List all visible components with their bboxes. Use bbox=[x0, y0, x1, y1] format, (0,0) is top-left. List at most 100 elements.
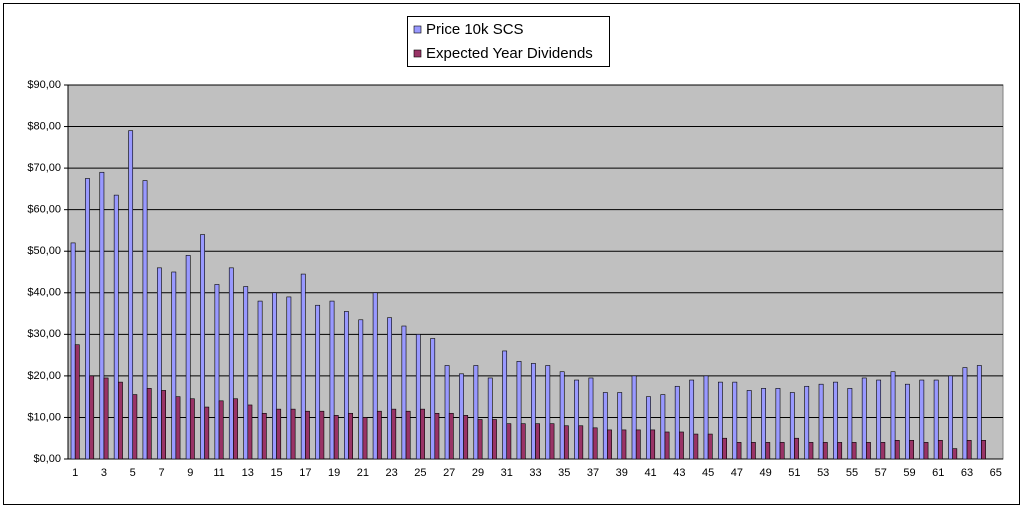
bar bbox=[214, 284, 220, 460]
bar bbox=[808, 442, 814, 460]
bar bbox=[750, 442, 756, 460]
bar bbox=[837, 442, 843, 460]
bar bbox=[775, 388, 781, 460]
x-tick-label: 53 bbox=[817, 467, 829, 479]
x-tick-label: 45 bbox=[702, 467, 714, 479]
bar bbox=[405, 410, 411, 460]
bar bbox=[621, 429, 627, 460]
bar bbox=[933, 379, 939, 460]
legend-box bbox=[407, 16, 610, 67]
x-tick-label: 57 bbox=[875, 467, 887, 479]
y-tick-label: $80,00 bbox=[27, 120, 61, 132]
bar bbox=[247, 404, 253, 460]
bar bbox=[257, 300, 263, 460]
bar bbox=[89, 375, 95, 460]
x-tick-label: 13 bbox=[242, 467, 254, 479]
bar bbox=[588, 377, 594, 460]
bar bbox=[171, 271, 177, 460]
bar bbox=[646, 396, 651, 460]
bar bbox=[70, 242, 76, 460]
bar bbox=[833, 381, 838, 460]
bar bbox=[372, 292, 378, 460]
bar bbox=[880, 442, 886, 460]
x-tick-label: 39 bbox=[616, 467, 628, 479]
bar bbox=[847, 388, 853, 460]
x-tick-label: 65 bbox=[990, 467, 1002, 479]
bar bbox=[185, 255, 191, 460]
bar bbox=[300, 273, 306, 460]
x-tick-label: 59 bbox=[903, 467, 915, 479]
bar bbox=[305, 410, 310, 460]
bar bbox=[473, 365, 479, 460]
bar bbox=[966, 439, 972, 460]
bar bbox=[218, 400, 224, 460]
x-tick-label: 29 bbox=[472, 467, 484, 479]
bar bbox=[876, 379, 882, 460]
bar bbox=[563, 425, 569, 460]
x-tick-label: 3 bbox=[101, 467, 107, 479]
x-tick-label: 55 bbox=[846, 467, 858, 479]
bar bbox=[923, 442, 929, 460]
bar bbox=[866, 442, 871, 460]
bar bbox=[376, 410, 382, 460]
bar bbox=[204, 406, 210, 460]
bar bbox=[535, 423, 540, 460]
y-tick-label: $20,00 bbox=[27, 370, 61, 382]
bar bbox=[128, 130, 134, 460]
bar bbox=[981, 439, 986, 460]
bar bbox=[617, 392, 623, 460]
bar bbox=[319, 410, 325, 460]
bar bbox=[492, 419, 497, 460]
bar bbox=[919, 379, 925, 460]
x-tick-label: 9 bbox=[187, 467, 193, 479]
bar bbox=[286, 296, 292, 460]
legend-swatch bbox=[413, 49, 422, 58]
bar bbox=[434, 412, 440, 460]
bar bbox=[861, 377, 867, 460]
bar bbox=[578, 425, 584, 460]
bar bbox=[851, 442, 857, 460]
x-tick-label: 47 bbox=[731, 467, 743, 479]
bar bbox=[602, 392, 608, 460]
x-tick-label: 37 bbox=[587, 467, 599, 479]
bar bbox=[146, 388, 152, 460]
bar bbox=[952, 448, 958, 460]
x-tick-label: 5 bbox=[130, 467, 136, 479]
bar bbox=[717, 381, 723, 460]
bar bbox=[703, 375, 709, 460]
bar bbox=[430, 338, 436, 460]
bar bbox=[660, 394, 666, 460]
bar bbox=[765, 442, 771, 460]
bar bbox=[804, 385, 810, 460]
bar bbox=[348, 412, 353, 460]
bar bbox=[890, 371, 896, 460]
x-tick-label: 35 bbox=[558, 467, 570, 479]
bar bbox=[736, 442, 742, 460]
y-tick-label: $50,00 bbox=[27, 245, 61, 257]
bar bbox=[559, 371, 565, 460]
bar bbox=[818, 383, 824, 460]
legend-label: Price 10k SCS bbox=[426, 21, 524, 38]
bar bbox=[635, 429, 641, 460]
y-tick-label: $30,00 bbox=[27, 328, 61, 340]
bar bbox=[516, 361, 522, 460]
bar bbox=[243, 286, 249, 460]
x-tick-label: 7 bbox=[158, 467, 164, 479]
y-tick-label: $60,00 bbox=[27, 204, 61, 216]
legend bbox=[407, 16, 610, 67]
bar bbox=[549, 423, 555, 460]
bar bbox=[415, 334, 421, 460]
bar bbox=[261, 412, 267, 460]
bar bbox=[487, 377, 493, 460]
bar bbox=[674, 385, 680, 460]
bar bbox=[276, 408, 282, 460]
bar bbox=[707, 433, 713, 460]
x-tick-label: 1 bbox=[72, 467, 78, 479]
x-tick-label: 49 bbox=[760, 467, 772, 479]
bar bbox=[161, 390, 166, 460]
bar bbox=[99, 171, 105, 460]
bar bbox=[545, 365, 551, 460]
bar bbox=[904, 383, 910, 460]
bar bbox=[761, 388, 766, 460]
